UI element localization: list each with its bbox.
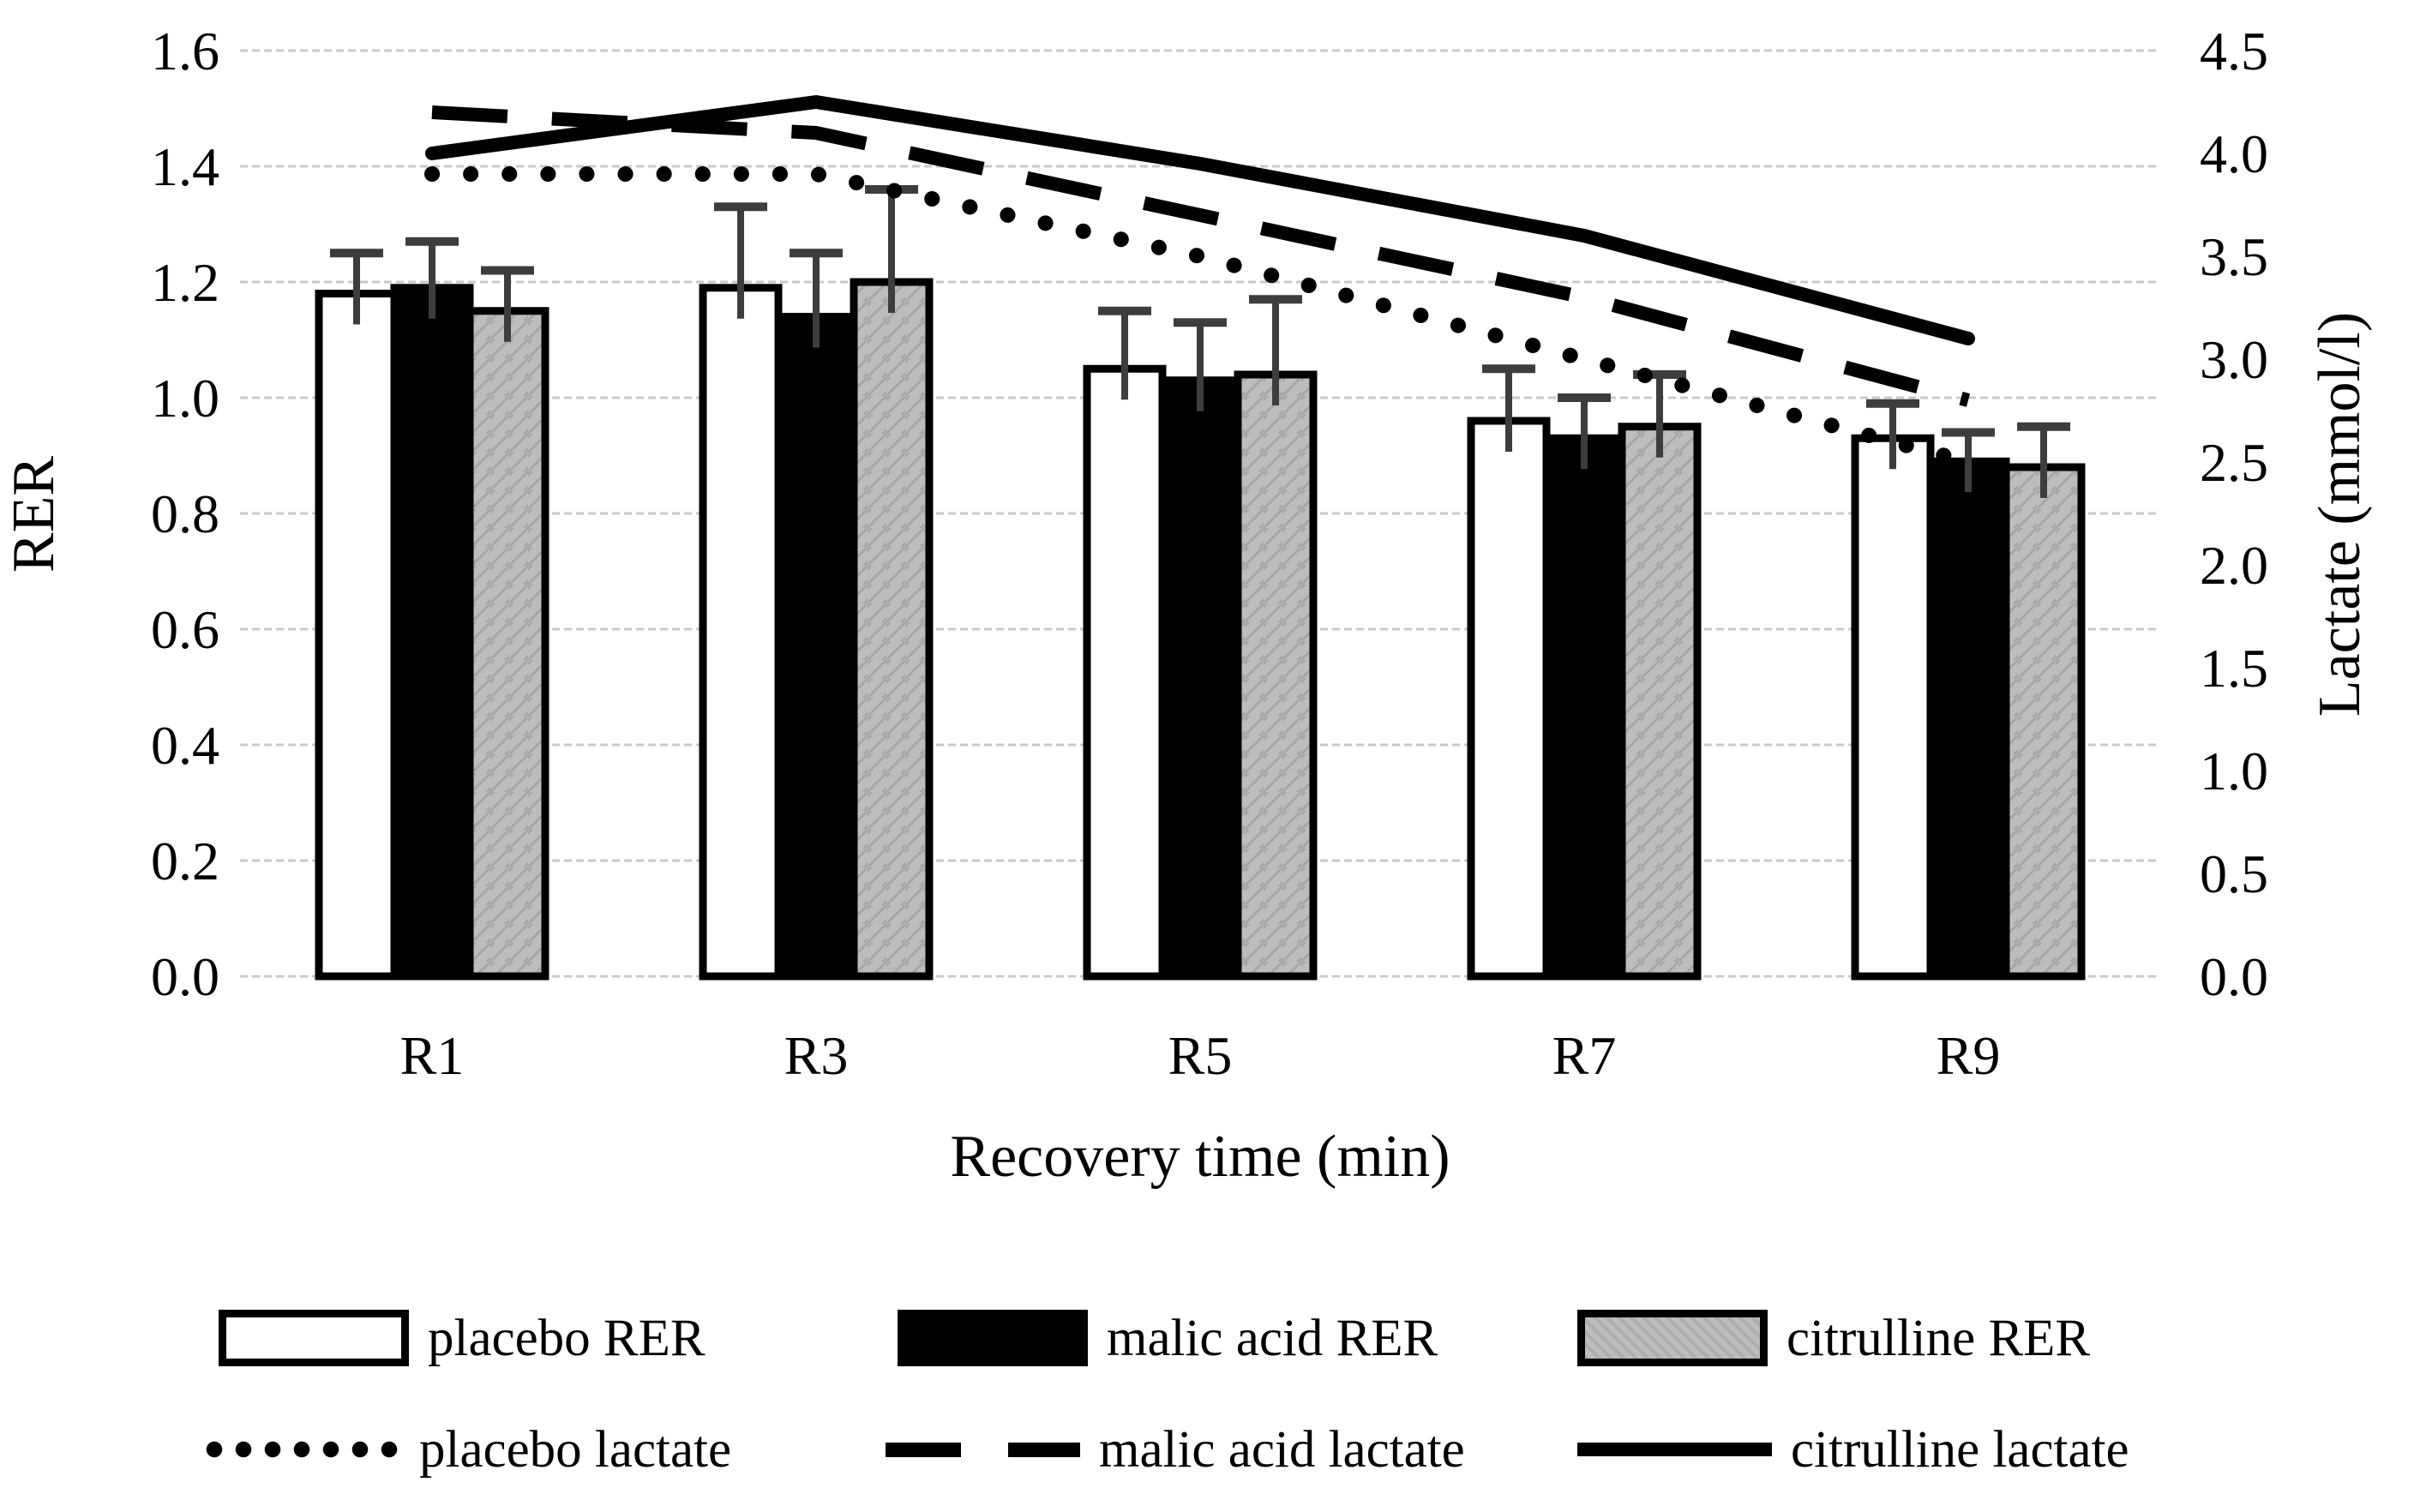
- legend-item-malic-acid-lactate: malic acid lactate: [886, 1419, 1465, 1479]
- left-tick-label: 0.6: [151, 599, 219, 660]
- plot-area: 0.0 0.2 0.4 0.6 0.8 1.0 1.2 1.4 1.6 0.0 0.5 1.0 1.5 2…: [1, 21, 2373, 1190]
- left-tick-label: 0.0: [151, 946, 219, 1007]
- x-axis-title: Recovery time (min): [950, 1124, 1450, 1190]
- right-tick-label: 1.5: [2200, 638, 2268, 699]
- legend-item-placebo-rer: placebo RER: [219, 1308, 706, 1368]
- bar-malic-acid-RER-R1: [390, 284, 474, 981]
- right-tick-label: 0.5: [2200, 843, 2268, 904]
- x-axis-category-labels: R1 R3 R5 R7 R9: [400, 1025, 2001, 1086]
- bar-citrulline-RER-R9: [2002, 463, 2086, 981]
- left-tick-label: 1.6: [151, 21, 219, 81]
- left-tick-label: 0.4: [151, 715, 219, 776]
- bar-group-R1: [315, 237, 549, 981]
- bar-malic-acid-RER-R9: [1926, 457, 2010, 981]
- citrulline-lactate-solid-line-icon: [1577, 1443, 1772, 1456]
- left-tick-label: 1.4: [151, 136, 219, 197]
- bar-placebo-RER-R1: [315, 290, 399, 981]
- right-axis-title: Lactate (mmol/l): [2307, 312, 2373, 717]
- left-tick-label: 0.2: [151, 831, 219, 891]
- legend-item-citrulline-lactate: citrulline lactate: [1577, 1419, 2129, 1479]
- placebo-rer-bar-swatch-icon: [219, 1310, 409, 1366]
- right-tick-label: 4.0: [2200, 123, 2268, 184]
- legend-label: placebo RER: [428, 1309, 706, 1367]
- bar-malic-acid-RER-R7: [1542, 434, 1626, 981]
- right-tick-label: 3.0: [2200, 329, 2268, 390]
- line-placebo-lactate: [424, 166, 1976, 470]
- left-axis-title: RER: [1, 456, 67, 573]
- category-label-R5: R5: [1168, 1025, 1233, 1086]
- bar-placebo-RER-R5: [1083, 364, 1167, 981]
- malic-acid-rer-bar-swatch-icon: [898, 1310, 1088, 1366]
- legend-label: malic acid lactate: [1099, 1420, 1465, 1479]
- lactate-lines: [424, 95, 1976, 470]
- legend-label: citrulline RER: [1786, 1309, 2091, 1367]
- legend-label: malic acid RER: [1107, 1309, 1438, 1367]
- right-axis-tick-labels: 0.0 0.5 1.0 1.5 2.0 2.5 3.0 3.5 4.0 4.5: [2200, 21, 2268, 1007]
- right-tick-label: 3.5: [2200, 226, 2268, 287]
- bar-group-R7: [1467, 364, 1702, 981]
- right-tick-label: 0.0: [2200, 946, 2268, 1007]
- bar-citrulline-RER-R1: [465, 307, 549, 981]
- right-tick-label: 1.0: [2200, 741, 2268, 801]
- legend-item-citrulline-rer: citrulline RER: [1577, 1308, 2090, 1368]
- legend-label: placebo lactate: [419, 1420, 732, 1479]
- right-tick-label: 2.0: [2200, 535, 2268, 596]
- left-tick-label: 1.2: [151, 252, 219, 313]
- bar-malic-acid-RER-R3: [774, 313, 858, 981]
- bar-citrulline-RER-R3: [850, 278, 934, 981]
- left-tick-label: 0.8: [151, 483, 219, 544]
- bar-malic-acid-RER-R5: [1158, 376, 1242, 981]
- citrulline-rer-bar-swatch-icon: [1577, 1310, 1768, 1366]
- category-label-R7: R7: [1552, 1025, 1617, 1086]
- bar-placebo-RER-R3: [699, 284, 783, 981]
- legend-item-malic-acid-rer: malic acid RER: [898, 1308, 1438, 1368]
- bar-placebo-RER-R9: [1851, 434, 1935, 981]
- bar-group-R3: [699, 185, 934, 981]
- category-label-R3: R3: [784, 1025, 849, 1086]
- placebo-lactate-dotted-line-icon: [206, 1441, 400, 1458]
- bars: [315, 185, 2086, 981]
- bar-citrulline-RER-R7: [1618, 423, 1702, 981]
- right-tick-label: 4.5: [2200, 21, 2268, 81]
- bar-citrulline-RER-R5: [1234, 370, 1318, 981]
- bar-group-R9: [1851, 399, 2086, 981]
- left-tick-label: 1.0: [151, 368, 219, 429]
- category-label-R1: R1: [400, 1025, 465, 1086]
- bar-placebo-RER-R7: [1467, 417, 1551, 981]
- left-axis-tick-labels: 0.0 0.2 0.4 0.6 0.8 1.0 1.2 1.4 1.6: [151, 21, 219, 1007]
- line-citrulline-lactate: [425, 95, 1975, 345]
- legend-label: citrulline lactate: [1791, 1420, 2129, 1479]
- bar-group-R5: [1083, 295, 1318, 981]
- legend-item-placebo-lactate: placebo lactate: [206, 1419, 731, 1479]
- right-tick-label: 2.5: [2200, 432, 2268, 493]
- malic-acid-lactate-dashed-line-icon: [886, 1442, 1080, 1457]
- category-label-R9: R9: [1937, 1025, 2001, 1086]
